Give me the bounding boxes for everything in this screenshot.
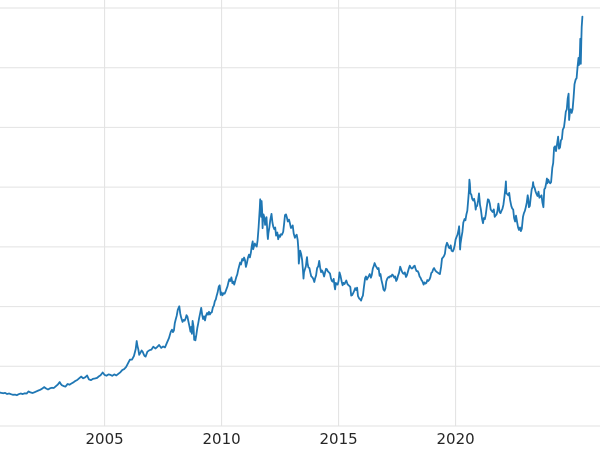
price-series-line	[0, 15, 584, 397]
x-tick-label: 2015	[320, 430, 358, 448]
x-tick-label: 2005	[86, 430, 124, 448]
x-axis-tick-labels: 2005 2010 2015 2020	[86, 430, 475, 448]
x-tick-label: 2020	[437, 430, 475, 448]
grid-lines	[0, 0, 600, 427]
x-tick-label: 2010	[203, 430, 241, 448]
